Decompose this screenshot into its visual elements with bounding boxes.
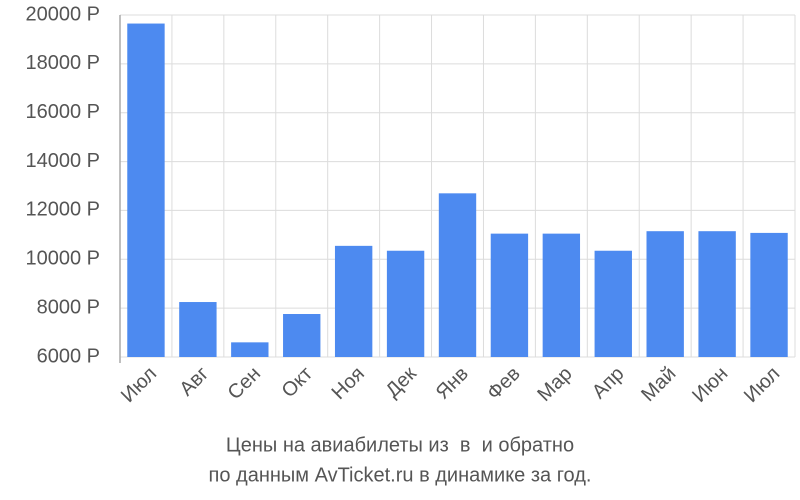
bar bbox=[334, 245, 373, 357]
bar bbox=[127, 23, 165, 358]
y-tick-label: 14000 Р bbox=[25, 150, 100, 172]
x-tick-label: Июн bbox=[688, 363, 732, 407]
bar bbox=[646, 231, 684, 357]
y-tick-label: 16000 Р bbox=[25, 101, 100, 123]
x-tick-label: Янв bbox=[432, 363, 473, 404]
x-tick-label: Окт bbox=[278, 363, 317, 402]
x-tick-label: Фев bbox=[483, 363, 525, 405]
bar bbox=[698, 231, 736, 357]
x-tick-label: Авг bbox=[175, 363, 213, 401]
chart-subtitle: по данным AvTicket.ru в динамике за год. bbox=[209, 464, 592, 486]
bar bbox=[750, 232, 788, 357]
x-tick-label: Дек bbox=[382, 363, 421, 402]
chart-title: Цены на авиабилеты из в и обратно bbox=[226, 434, 574, 456]
y-tick-label: 6000 Р bbox=[37, 345, 100, 367]
y-tick-label: 18000 Р bbox=[25, 52, 100, 74]
bar bbox=[179, 302, 217, 357]
y-tick-label: 12000 Р bbox=[25, 199, 100, 221]
x-tick-label: Сен bbox=[224, 363, 265, 404]
x-tick-label: Ноя bbox=[328, 363, 369, 404]
bar bbox=[283, 314, 321, 357]
x-tick-label: Июл bbox=[117, 363, 161, 407]
x-tick-label: Мар bbox=[533, 363, 576, 406]
bar bbox=[542, 233, 581, 357]
x-tick-label: Апр bbox=[588, 363, 629, 404]
x-tick-label: Май bbox=[637, 363, 680, 406]
x-tick-label: Июл bbox=[740, 363, 784, 407]
bar bbox=[386, 250, 425, 357]
y-tick-label: 10000 Р bbox=[25, 248, 100, 270]
y-tick-label: 20000 Р bbox=[25, 3, 100, 25]
bar bbox=[231, 342, 269, 357]
bar bbox=[594, 250, 632, 357]
bar bbox=[490, 233, 529, 357]
bar bbox=[438, 193, 477, 357]
y-tick-label: 8000 Р bbox=[37, 296, 100, 318]
